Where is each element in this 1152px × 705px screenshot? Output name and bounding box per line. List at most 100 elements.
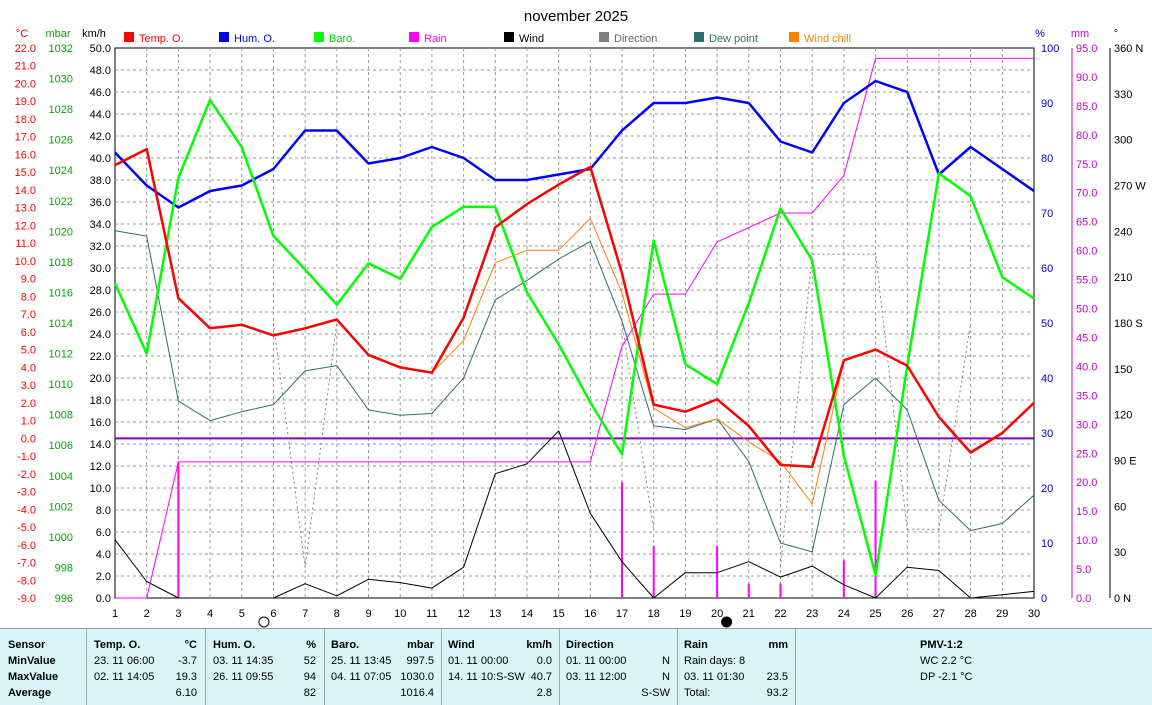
- temp-tick-label: 4.0: [21, 362, 36, 374]
- direction-line: [780, 253, 972, 568]
- legend-swatch: [314, 32, 324, 42]
- dir-tick-label: 360 N: [1114, 43, 1143, 55]
- wind-tick-label: 32.0: [90, 241, 111, 253]
- temp-tick-label: 7.0: [21, 309, 36, 321]
- stats-wind-min: 0.0: [536, 655, 552, 667]
- wind-tick-label: 28.0: [90, 285, 111, 297]
- hum-tick-label: 0: [1041, 593, 1047, 605]
- temp-tick-label: 22.0: [15, 43, 36, 55]
- stats-dir-header: Direction: [566, 639, 614, 651]
- temp-tick-label: 1.0: [21, 416, 36, 428]
- grid: [114, 47, 1035, 599]
- rain-tick-label: 35.0: [1076, 390, 1097, 402]
- stats-baro-max: 1030.0: [400, 671, 434, 683]
- hum-tick-label: 50: [1041, 318, 1053, 330]
- rain-tick-label: 10.0: [1076, 535, 1097, 547]
- x-tick-label: 10: [394, 608, 406, 620]
- temp-tick-label: -9.0: [17, 593, 36, 605]
- stats-dir-avg: S-SW: [641, 687, 670, 699]
- rain-tick-label: 60.0: [1076, 246, 1097, 258]
- stats-dir-column: Direction 01. 11 00:00 N 03. 11 12:00 N …: [560, 629, 678, 705]
- wind-tick-label: 36.0: [90, 197, 111, 209]
- baro-tick-label: 1028: [49, 104, 73, 116]
- x-tick-label: 14: [521, 608, 533, 620]
- dew-point-line: [114, 230, 1035, 553]
- series-lines: [113, 57, 1035, 599]
- stats-temp-header: Temp. O.: [94, 639, 141, 651]
- stats-temp-column: Temp. O. °C 23. 11 06:00 -3.7 02. 11 14:…: [87, 629, 206, 705]
- stats-baro-max-time: 04. 11 07:05: [331, 671, 392, 683]
- hum-tick-label: 70: [1041, 208, 1053, 220]
- rain-tick-label: 85.0: [1076, 101, 1097, 113]
- rain-tick-label: 45.0: [1076, 332, 1097, 344]
- wind-tick-label: 34.0: [90, 219, 111, 231]
- stats-hum-avg: 82: [303, 687, 316, 699]
- stats-label-max: MaxValue: [8, 671, 59, 683]
- wind-tick-label: 50.0: [90, 43, 111, 55]
- wind-tick-label: 2.0: [96, 571, 111, 583]
- temp-tick-label: 14.0: [15, 185, 36, 197]
- stats-wind-column: Wind km/h 01. 11 00:00 0.0 14. 11 10:S-S…: [442, 629, 560, 705]
- stats-baro-unit: mbar: [407, 639, 434, 651]
- stats-rain-unit: mm: [768, 639, 788, 651]
- stats-temp-unit: °C: [184, 639, 197, 651]
- dir-tick-label: 270 W: [1114, 181, 1146, 193]
- hum-tick-label: 40: [1041, 373, 1053, 385]
- rain-tick-label: 55.0: [1076, 275, 1097, 287]
- stats-dir-min: N: [662, 655, 670, 667]
- baro-tick-label: 1020: [49, 226, 73, 238]
- temp-tick-label: 21.0: [15, 61, 36, 73]
- wind-tick-label: 18.0: [90, 395, 111, 407]
- temp-tick-label: -1.0: [17, 451, 36, 463]
- temp-tick-label: -4.0: [17, 504, 36, 516]
- stats-baro-min-time: 25. 11 13:45: [331, 655, 392, 667]
- stats-baro-header: Baro.: [331, 639, 360, 651]
- stats-hum-column: Hum. O. % 03. 11 14:35 52 26. 11 09:55 9…: [206, 629, 325, 705]
- baro-line: [113, 98, 1035, 577]
- x-tick-label: 3: [175, 608, 181, 620]
- dir-tick-label: 90 E: [1114, 456, 1137, 468]
- legend-label: Dew point: [709, 33, 758, 45]
- baro-tick-label: 1010: [49, 379, 73, 391]
- temp-tick-label: 11.0: [15, 238, 36, 250]
- stats-rain-header: Rain: [684, 639, 708, 651]
- rain-tick-label: 5.0: [1076, 564, 1091, 576]
- x-tick-label: 4: [207, 608, 213, 620]
- rain-tick-label: 0.0: [1076, 593, 1091, 605]
- baro-tick-label: 1012: [49, 349, 73, 361]
- plot-frame: [114, 47, 1035, 599]
- temp-tick-label: 15.0: [15, 167, 36, 179]
- x-tick-label: 28: [964, 608, 976, 620]
- wind-tick-label: 4.0: [96, 549, 111, 561]
- temp-tick-label: -2.0: [17, 469, 36, 481]
- stats-dir-max: N: [662, 671, 670, 683]
- temp-tick-label: 13.0: [15, 203, 36, 215]
- wind-tick-label: 44.0: [90, 109, 111, 121]
- rain-tick-label: 15.0: [1076, 506, 1097, 518]
- legend-swatch: [694, 32, 704, 42]
- temp-tick-label: 9.0: [21, 274, 36, 286]
- baro-tick-label: 1022: [49, 196, 73, 208]
- temp-tick-label: -7.0: [17, 558, 36, 570]
- stats-pmv-wc: WC 2.2 °C: [920, 655, 973, 667]
- x-tick-label: 18: [648, 608, 660, 620]
- stats-wind-unit: km/h: [526, 639, 552, 651]
- stats-rain-total-label: Total:: [684, 687, 711, 699]
- dir-tick-label: 240: [1114, 226, 1132, 238]
- moon-phases: [258, 616, 733, 628]
- wind-tick-label: 42.0: [90, 131, 111, 143]
- rain-tick-label: 70.0: [1076, 188, 1097, 200]
- stats-hum-min: 52: [303, 655, 316, 667]
- temp-tick-label: 2.0: [21, 398, 36, 410]
- stats-hum-min-time: 03. 11 14:35: [213, 655, 274, 667]
- wind-tick-label: 40.0: [90, 153, 111, 165]
- x-tick-label: 6: [270, 608, 276, 620]
- x-tick-label: 17: [616, 608, 628, 620]
- stats-label-avg: Average: [8, 687, 52, 699]
- temp-tick-label: -5.0: [17, 522, 36, 534]
- dir-tick-label: 210: [1114, 272, 1132, 284]
- baro-tick-label: 1000: [49, 532, 73, 544]
- x-tick-label: 2: [144, 608, 150, 620]
- x-tick-label: 13: [489, 608, 501, 620]
- wind-tick-label: 6.0: [96, 527, 111, 539]
